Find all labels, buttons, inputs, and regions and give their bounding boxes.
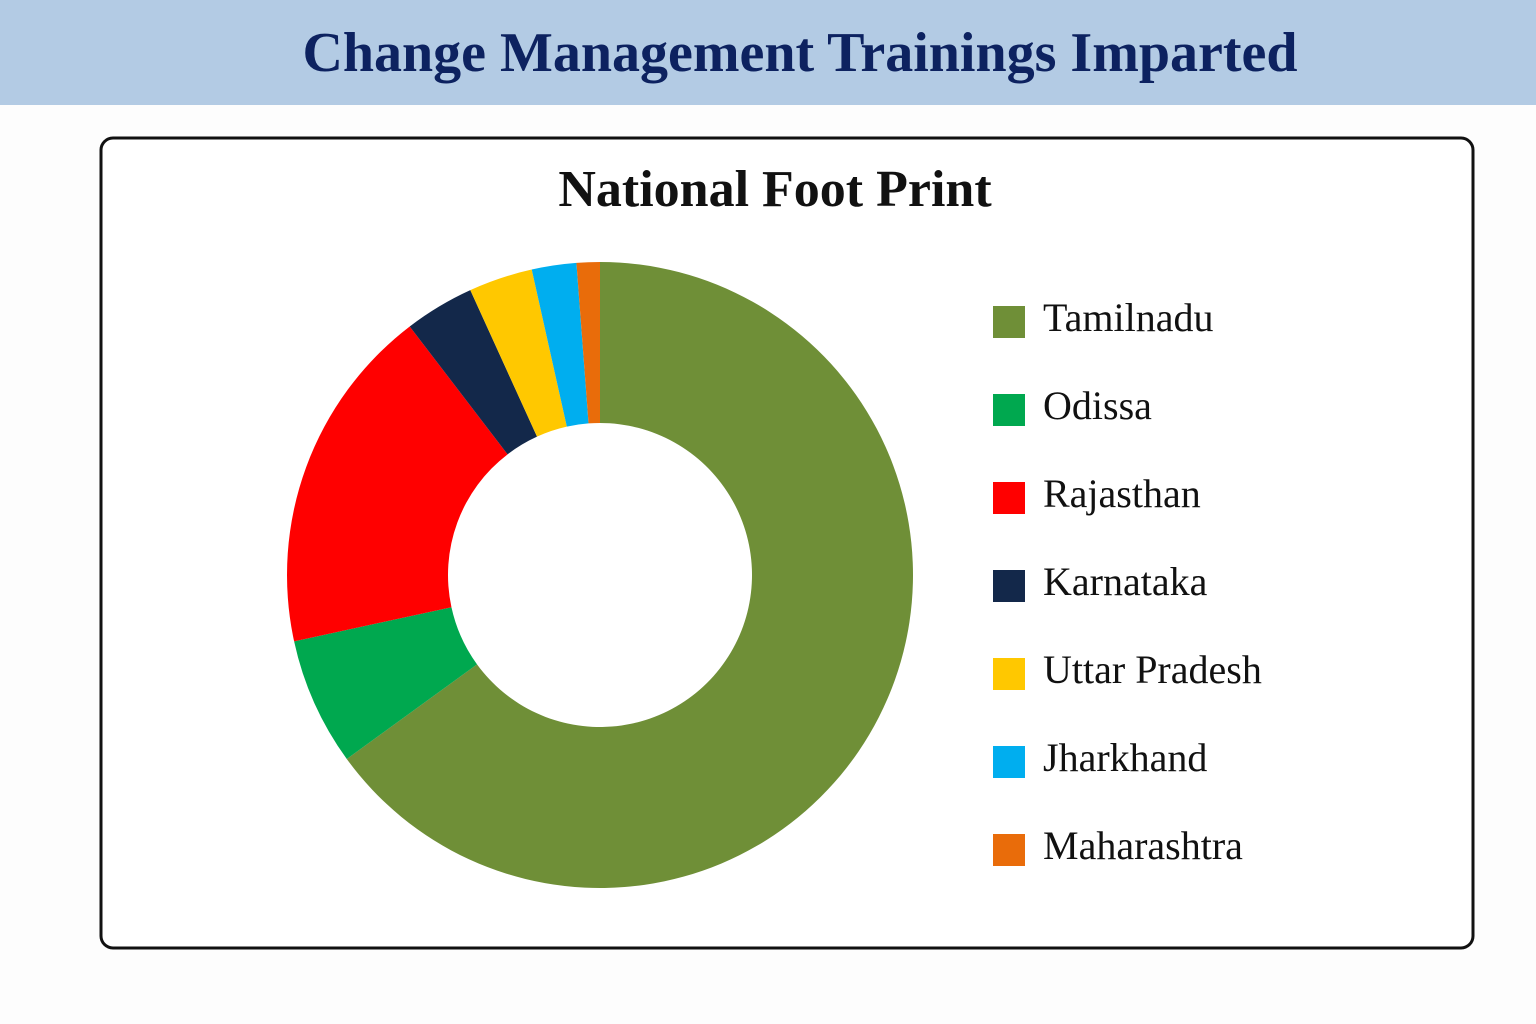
legend-swatch: [993, 306, 1025, 338]
legend-label: Jharkhand: [1043, 735, 1207, 780]
legend-swatch: [993, 746, 1025, 778]
legend-label: Karnataka: [1043, 559, 1208, 604]
donut-slice: [409, 290, 538, 455]
chart-title: National Foot Print: [558, 161, 992, 218]
legend-label: Rajasthan: [1043, 471, 1201, 516]
legend-label: Uttar Pradesh: [1043, 647, 1262, 692]
donut-slice: [294, 607, 478, 759]
header-band: [0, 0, 1536, 105]
legend-swatch: [993, 834, 1025, 866]
donut-slice: [531, 262, 589, 427]
donut-slice: [346, 262, 913, 888]
legend-label: Odissa: [1043, 383, 1152, 428]
page-title: Change Management Trainings Imparted: [302, 22, 1297, 84]
legend-swatch: [993, 570, 1025, 602]
donut-slice: [576, 262, 600, 424]
donut-slice: [470, 269, 567, 437]
legend-swatch: [993, 658, 1025, 690]
legend-label: Maharashtra: [1043, 823, 1243, 868]
donut: [286, 262, 913, 888]
legend-swatch: [993, 482, 1025, 514]
donut-slice: [286, 326, 508, 642]
legend-label: Tamilnadu: [1043, 295, 1214, 340]
legend-swatch: [993, 394, 1025, 426]
legend: Tamilnadu Odissa Rajasthan Karnataka Uttar P…: [993, 295, 1262, 868]
